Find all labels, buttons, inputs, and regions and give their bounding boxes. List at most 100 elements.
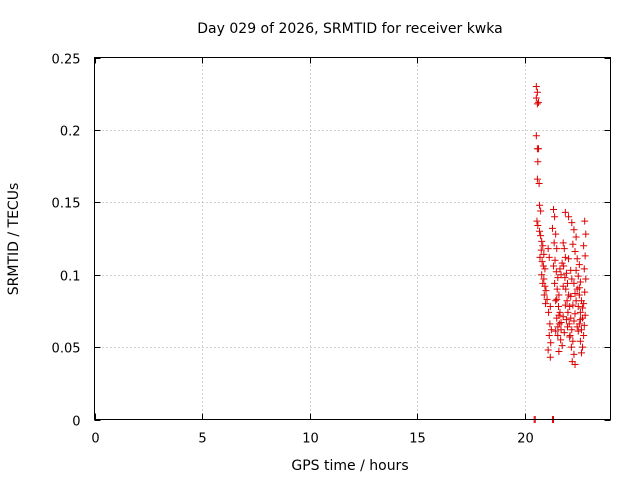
data-point xyxy=(537,232,545,240)
data-point xyxy=(553,245,561,253)
data-point xyxy=(534,158,542,166)
data-point xyxy=(534,98,542,106)
data-point xyxy=(571,248,579,256)
data-point xyxy=(569,337,577,345)
data-point xyxy=(551,213,559,221)
data-point xyxy=(546,353,554,361)
y-axis-label: SRMTID / TECUs xyxy=(6,183,22,296)
data-point xyxy=(569,301,577,309)
data-point xyxy=(574,327,582,335)
data-point xyxy=(544,346,552,354)
data-point xyxy=(580,242,588,250)
data-point xyxy=(582,230,590,238)
data-point xyxy=(532,94,540,102)
data-point xyxy=(567,292,575,300)
data-point xyxy=(559,282,567,290)
data-points xyxy=(530,82,590,423)
data-point xyxy=(564,323,571,331)
data-point xyxy=(576,316,584,324)
data-point xyxy=(536,253,544,261)
data-point xyxy=(566,303,574,311)
data-point xyxy=(571,310,579,318)
data-point xyxy=(554,323,562,331)
data-point xyxy=(567,266,575,274)
data-point xyxy=(562,269,570,277)
data-point xyxy=(576,337,584,345)
x-tick-label: 10 xyxy=(302,432,319,447)
x-tick-label: 15 xyxy=(409,432,426,447)
data-point xyxy=(539,262,547,270)
data-point xyxy=(548,224,556,232)
data-point xyxy=(542,287,550,295)
data-point xyxy=(567,343,575,351)
data-point xyxy=(572,233,580,241)
data-point xyxy=(556,308,564,316)
data-point xyxy=(564,308,572,316)
x-tick-label: 0 xyxy=(91,432,99,447)
data-point xyxy=(565,320,573,328)
data-point xyxy=(533,217,541,225)
y-tick-labels: 0 0.05 0.1 0.15 0.2 0.25 xyxy=(52,53,81,430)
data-point xyxy=(559,313,567,321)
data-point xyxy=(565,213,573,221)
data-point xyxy=(539,242,547,250)
data-point xyxy=(582,275,590,283)
data-point xyxy=(580,332,588,340)
data-point xyxy=(545,332,553,340)
data-point xyxy=(579,304,587,312)
data-point xyxy=(545,308,553,316)
data-point xyxy=(551,256,559,264)
data-point xyxy=(567,314,575,322)
data-point xyxy=(560,329,568,337)
chart-title: Day 029 of 2026, SRMTID for receiver kwk… xyxy=(197,21,502,37)
data-point xyxy=(581,217,589,225)
data-point xyxy=(547,326,555,334)
data-point xyxy=(561,301,569,309)
data-point xyxy=(581,288,589,296)
data-point xyxy=(554,332,562,340)
data-point xyxy=(533,175,541,183)
data-point xyxy=(538,271,546,279)
data-point xyxy=(561,208,569,216)
data-point xyxy=(550,239,558,247)
data-point xyxy=(557,318,565,326)
data-point xyxy=(568,219,576,227)
data-point xyxy=(557,336,565,344)
data-point xyxy=(560,262,568,270)
axis-ticks xyxy=(94,57,611,421)
x-tick-label: 20 xyxy=(517,432,534,447)
data-point xyxy=(544,245,552,253)
data-point xyxy=(536,201,544,209)
y-tick-label: 0.05 xyxy=(52,342,81,357)
data-point xyxy=(546,303,554,311)
data-point xyxy=(532,82,540,90)
data-point xyxy=(552,297,560,305)
data-point xyxy=(568,275,576,283)
data-point xyxy=(581,252,589,260)
data-point xyxy=(565,255,573,263)
data-point xyxy=(558,342,566,350)
data-point xyxy=(574,272,582,280)
x-tick-label: 5 xyxy=(198,432,206,447)
data-point xyxy=(536,227,544,235)
data-point xyxy=(534,145,542,153)
data-point xyxy=(541,282,549,290)
data-point xyxy=(570,317,578,325)
data-point xyxy=(537,246,545,254)
data-point xyxy=(534,221,542,229)
data-point xyxy=(538,237,546,245)
data-point xyxy=(552,230,560,238)
data-point xyxy=(575,261,583,269)
data-point xyxy=(550,262,558,270)
data-point xyxy=(555,347,563,355)
data-point xyxy=(573,323,581,331)
data-point xyxy=(555,311,563,319)
data-point xyxy=(570,350,578,358)
data-point xyxy=(543,295,551,303)
plot-frame xyxy=(94,57,611,420)
data-point xyxy=(553,295,561,303)
data-point xyxy=(564,279,571,287)
data-point xyxy=(555,291,563,299)
data-point xyxy=(577,326,585,334)
x-tick-labels: 0 5 10 15 20 xyxy=(91,432,533,447)
